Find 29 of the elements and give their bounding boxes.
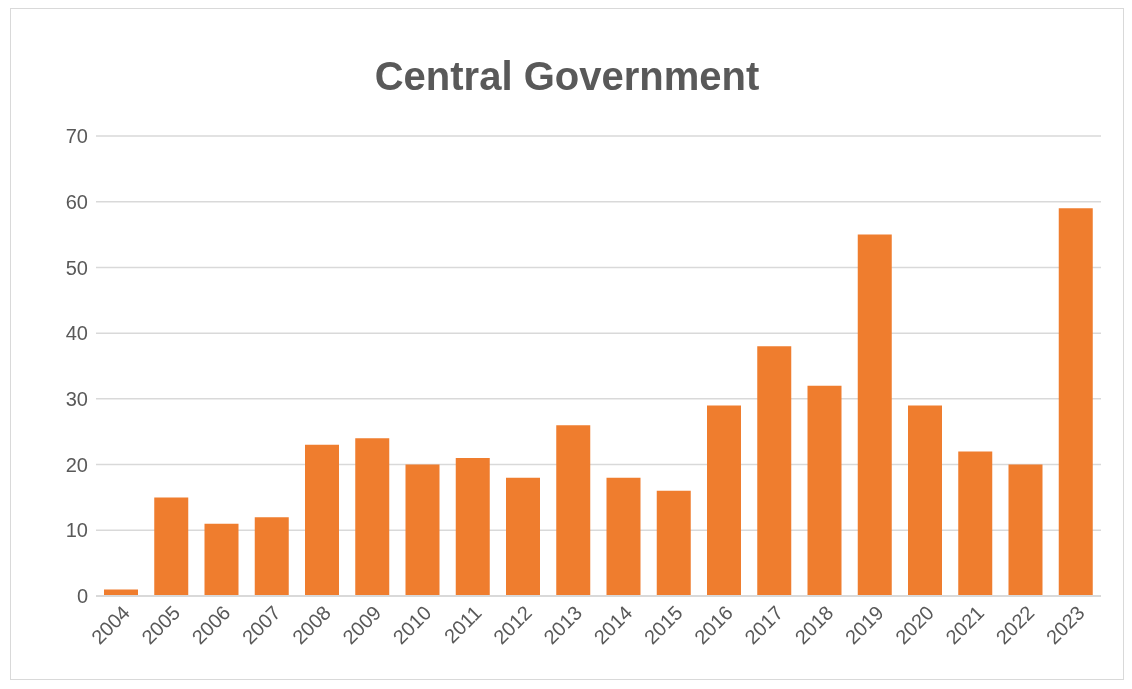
bar bbox=[455, 458, 490, 596]
bar bbox=[506, 477, 540, 596]
bar bbox=[305, 444, 339, 596]
bar bbox=[958, 451, 993, 596]
bar bbox=[204, 523, 239, 596]
bar bbox=[656, 490, 691, 596]
y-tick-label: 0 bbox=[76, 585, 88, 608]
y-tick-label: 50 bbox=[65, 256, 88, 279]
y-tick-label: 70 bbox=[65, 125, 88, 148]
bar bbox=[757, 346, 792, 596]
bar bbox=[1008, 464, 1043, 596]
bar bbox=[606, 477, 641, 596]
y-tick-label: 10 bbox=[65, 519, 88, 542]
bar bbox=[807, 385, 842, 596]
chart-title: Central Government bbox=[373, 53, 761, 100]
bar bbox=[1058, 208, 1093, 596]
bar bbox=[405, 464, 440, 596]
y-tick-label: 20 bbox=[65, 453, 88, 476]
bar bbox=[857, 234, 892, 596]
bar bbox=[707, 405, 741, 596]
bar bbox=[556, 425, 591, 596]
bar bbox=[355, 438, 390, 596]
y-tick-label: 60 bbox=[65, 190, 88, 213]
y-tick-label: 40 bbox=[65, 322, 88, 345]
y-tick-label: 30 bbox=[65, 387, 88, 410]
bar bbox=[104, 589, 138, 596]
bar bbox=[254, 517, 289, 596]
bar bbox=[154, 497, 189, 596]
bar bbox=[908, 405, 942, 596]
